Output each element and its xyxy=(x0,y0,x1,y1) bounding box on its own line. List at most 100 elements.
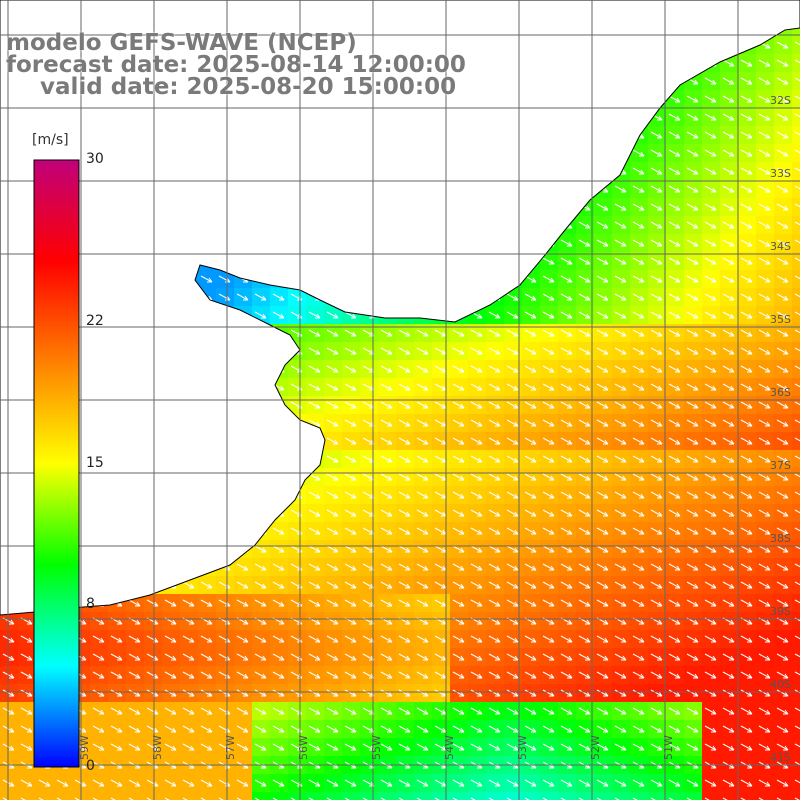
wind-arrow xyxy=(560,311,573,319)
wind-arrow xyxy=(668,743,681,751)
wind-arrow xyxy=(452,527,465,535)
wind-arrow xyxy=(398,473,411,481)
wind-arrow xyxy=(740,743,753,751)
wind-arrow xyxy=(686,581,699,589)
wind-arrow xyxy=(632,239,645,247)
wind-arrow xyxy=(668,707,681,715)
wind-arrow xyxy=(398,527,411,535)
wind-arrow xyxy=(542,437,555,445)
wind-arrow xyxy=(776,95,789,103)
wind-arrow xyxy=(614,185,627,193)
wind-arrow xyxy=(470,581,483,589)
wind-arrow xyxy=(560,365,573,373)
wind-arrow xyxy=(272,563,285,571)
wind-arrow xyxy=(650,293,663,301)
wind-arrow xyxy=(416,599,429,607)
wind-arrow xyxy=(632,365,645,373)
wind-arrow xyxy=(110,707,123,715)
wind-speed-cell xyxy=(792,450,800,468)
wind-arrow xyxy=(488,599,501,607)
wind-arrow xyxy=(506,725,519,733)
wind-arrow xyxy=(686,707,699,715)
wind-arrow xyxy=(776,455,789,463)
wind-speed-cell xyxy=(792,558,800,576)
wind-arrow xyxy=(560,275,573,283)
wind-arrow xyxy=(614,419,627,427)
wind-arrow xyxy=(740,437,753,445)
wind-arrow xyxy=(632,293,645,301)
wind-arrow xyxy=(506,743,519,751)
wind-speed-cell xyxy=(666,792,684,800)
wind-arrow xyxy=(596,221,609,229)
wind-arrow xyxy=(722,185,735,193)
wind-arrow xyxy=(740,635,753,643)
wind-arrow xyxy=(20,635,33,643)
wind-arrow xyxy=(650,185,663,193)
wind-arrow xyxy=(398,383,411,391)
model-title: modelo GEFS-WAVE (NCEP) xyxy=(6,30,357,56)
wind-arrow xyxy=(704,275,717,283)
wind-arrow xyxy=(524,383,537,391)
wind-arrow xyxy=(740,203,753,211)
wind-arrow xyxy=(128,779,141,787)
wind-arrow xyxy=(398,689,411,697)
wind-arrow xyxy=(596,437,609,445)
wind-arrow xyxy=(344,599,357,607)
wind-arrow xyxy=(722,131,735,139)
wind-arrow xyxy=(272,671,285,679)
wind-arrow xyxy=(722,59,735,67)
wind-arrow xyxy=(758,347,771,355)
wind-arrow xyxy=(506,383,519,391)
wind-arrow xyxy=(398,347,411,355)
wind-arrow xyxy=(758,671,771,679)
wind-arrow xyxy=(344,653,357,661)
wind-arrow xyxy=(398,455,411,463)
wind-arrow xyxy=(668,293,681,301)
wind-arrow xyxy=(200,671,213,679)
wind-arrow xyxy=(758,311,771,319)
wind-arrow xyxy=(596,635,609,643)
wind-arrow xyxy=(668,275,681,283)
wind-arrow xyxy=(578,509,591,517)
wind-arrow xyxy=(254,797,264,800)
wind-arrow xyxy=(704,239,717,247)
lon-label: 52W xyxy=(589,735,602,760)
wind-arrow xyxy=(596,419,609,427)
wind-arrow xyxy=(740,365,753,373)
wind-arrow xyxy=(146,797,156,800)
wind-arrow xyxy=(560,239,573,247)
wind-arrow xyxy=(650,653,663,661)
wind-arrow xyxy=(524,365,537,373)
wind-arrow xyxy=(92,779,105,787)
wind-arrow xyxy=(722,779,735,787)
wind-speed-cell xyxy=(792,342,800,360)
wind-arrow xyxy=(686,599,699,607)
wind-arrow xyxy=(776,437,789,445)
wind-arrow xyxy=(182,671,195,679)
wind-arrow xyxy=(416,581,429,589)
lon-label: 59W xyxy=(78,735,91,760)
wind-arrow xyxy=(326,527,339,535)
wind-arrow xyxy=(650,167,663,175)
wind-arrow xyxy=(398,743,411,751)
wind-arrow xyxy=(470,689,483,697)
wind-arrow xyxy=(200,653,213,661)
wind-arrow xyxy=(380,509,393,517)
wind-arrow xyxy=(794,41,800,46)
wind-arrow xyxy=(524,581,537,589)
wind-arrow xyxy=(344,509,357,517)
wind-arrow xyxy=(398,581,411,589)
wind-speed-cell xyxy=(792,90,800,108)
wind-arrow xyxy=(542,563,555,571)
wind-arrow xyxy=(560,671,573,679)
wind-arrow xyxy=(794,437,800,442)
wind-arrow xyxy=(272,581,285,589)
wind-arrow xyxy=(776,275,789,283)
wind-speed-cell xyxy=(792,522,800,540)
wind-speed-cell xyxy=(306,792,324,800)
wind-arrow xyxy=(794,599,800,604)
wind-arrow xyxy=(686,419,699,427)
wind-arrow xyxy=(776,257,789,265)
wind-arrow xyxy=(614,707,627,715)
